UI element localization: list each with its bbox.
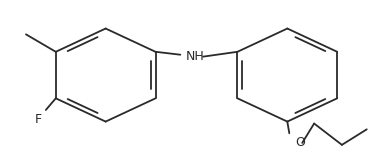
Text: O: O xyxy=(295,136,305,149)
Text: F: F xyxy=(34,113,41,126)
Text: NH: NH xyxy=(185,50,204,63)
